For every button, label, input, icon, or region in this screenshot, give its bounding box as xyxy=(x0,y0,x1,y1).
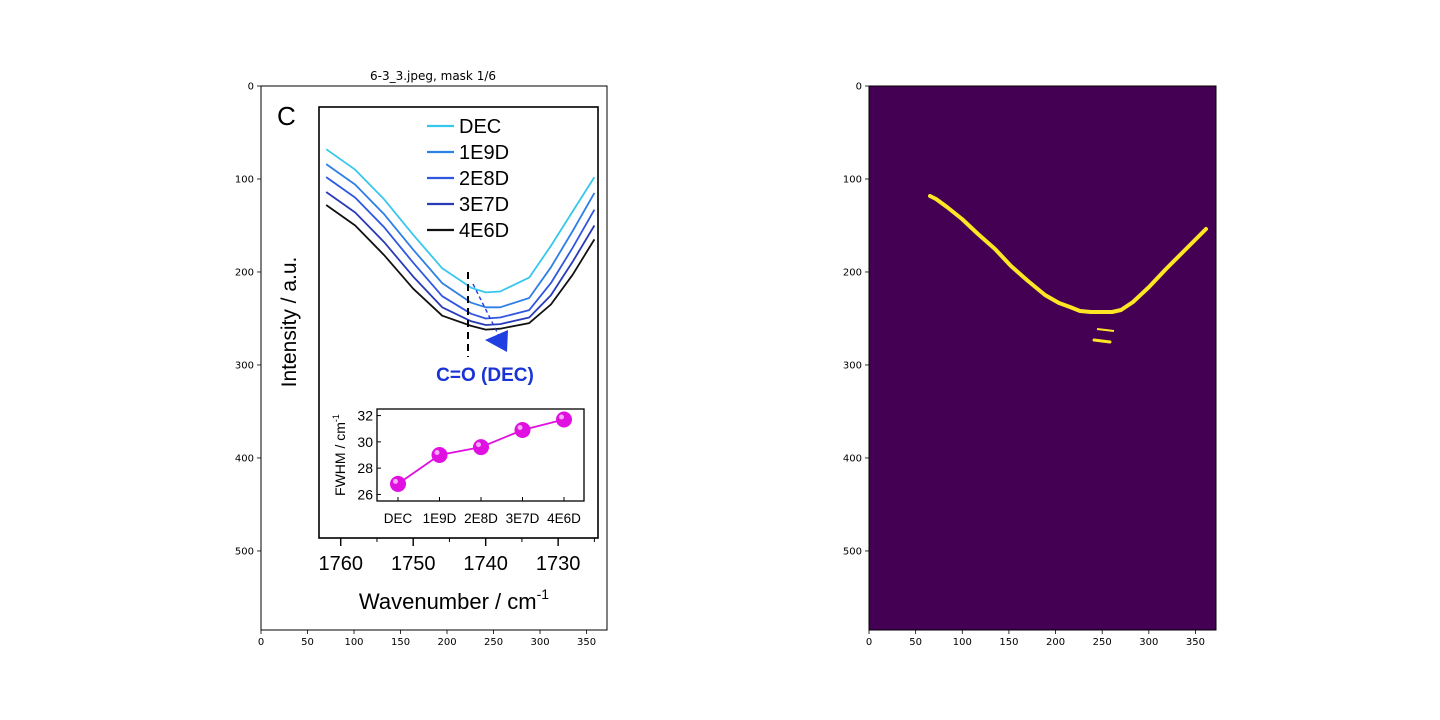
inset-xticks: DEC 1E9D 2E8D 3E7D 4E6D xyxy=(384,497,581,526)
left-ytick-label: 300 xyxy=(235,360,254,371)
inset-xtick-label: DEC xyxy=(384,511,413,526)
right-ytick-label: 500 xyxy=(843,546,862,557)
inset-point-highlight xyxy=(434,450,440,455)
series-line-2e8d xyxy=(325,176,596,320)
right-ytick-label: 0 xyxy=(856,82,862,93)
right-xtick-label: 250 xyxy=(1093,637,1112,648)
inset-ytick-label: 32 xyxy=(357,408,373,424)
left-ytick-label: 200 xyxy=(235,267,254,278)
left-xtick-label: 0 xyxy=(258,637,264,648)
left-xtick-label: 250 xyxy=(484,637,503,648)
inset-xtick-label: 3E7D xyxy=(506,511,540,526)
right-xtick-label: 100 xyxy=(953,637,972,648)
left-xtick-label: 100 xyxy=(344,637,363,648)
legend: DEC 1E9D 2E8D 3E7D 4E6D xyxy=(427,116,509,242)
right-xtick-label: 50 xyxy=(909,637,922,648)
series-line-3e7d xyxy=(325,191,596,326)
inset-series xyxy=(390,411,572,492)
inset-point xyxy=(431,447,448,463)
inset-xtick-label: 1E9D xyxy=(423,511,457,526)
left-xtick-label: 200 xyxy=(437,637,456,648)
right-xtick-label: 0 xyxy=(866,637,872,648)
inset-point xyxy=(390,475,406,492)
mask-curve-segment xyxy=(928,194,1208,314)
inset-point-highlight xyxy=(476,442,481,448)
right-xtick-label: 300 xyxy=(1139,637,1158,648)
inset-point-highlight xyxy=(559,414,564,420)
legend-label: 4E6D xyxy=(459,220,509,242)
left-panel: 6-3_3.jpeg, mask 1/6 C C=O (DEC) DEC 1E9D… xyxy=(235,69,608,649)
shift-arrow-head xyxy=(485,330,508,352)
panel-letter: C xyxy=(277,101,296,131)
main-plot-frame xyxy=(318,106,599,539)
inset-chart: 26 28 30 32 DEC 1E9D 2E8D 3E7D 4E6D FWHM / cm-1 xyxy=(331,408,585,526)
legend-label: 3E7D xyxy=(459,194,509,216)
mask-background xyxy=(869,86,1216,630)
mask-fragment-lower xyxy=(1092,338,1112,344)
legend-label: 1E9D xyxy=(459,142,509,164)
inset-ytick-label: 28 xyxy=(357,460,373,476)
right-ytick-label: 400 xyxy=(843,453,862,464)
main-xtick-label: 1730 xyxy=(536,553,581,575)
carbonyl-annotation: C=O (DEC) xyxy=(436,365,534,386)
left-axes-ticks: 0 50 100 150 200 250 300 350 0 100 200 300 400 500 xyxy=(235,82,596,649)
inset-point xyxy=(473,439,489,456)
inset-point xyxy=(556,411,572,428)
series-line-1e9d xyxy=(325,163,596,309)
right-axes-frame xyxy=(868,85,1217,631)
main-xlabel: Wavenumber / cm-1 xyxy=(359,586,549,614)
spectra-curves xyxy=(325,148,596,331)
inset-point-highlight xyxy=(393,478,398,484)
right-ytick-label: 100 xyxy=(843,174,862,185)
left-ytick-label: 100 xyxy=(235,174,254,185)
left-ytick-label: 0 xyxy=(248,82,254,93)
series-line-4e6d xyxy=(325,204,596,331)
left-xtick-label: 50 xyxy=(301,637,314,648)
source-image: C C=O (DEC) DEC 1E9D 2E8D 3E7D 4E6D Intensit… xyxy=(261,86,607,630)
left-xtick-label: 350 xyxy=(577,637,596,648)
right-xtick-label: 200 xyxy=(1046,637,1065,648)
inset-ytick-label: 26 xyxy=(357,486,373,502)
mask-fragment-upper xyxy=(1096,328,1115,332)
right-axes-ticks: 0 50 100 150 200 250 300 350 0 100 200 300 400 500 xyxy=(843,82,1205,649)
inset-yticks: 26 28 30 32 xyxy=(357,408,381,502)
main-ylabel: Intensity / a.u. xyxy=(278,257,301,388)
right-xtick-label: 350 xyxy=(1186,637,1205,648)
right-ytick-label: 200 xyxy=(843,267,862,278)
left-xtick-label: 150 xyxy=(391,637,410,648)
series-line-dec xyxy=(325,148,596,294)
right-xtick-label: 150 xyxy=(999,637,1018,648)
inset-point-highlight xyxy=(517,425,523,431)
mask-foreground xyxy=(928,194,1208,344)
shift-arrow-line xyxy=(472,283,501,339)
left-xtick-label: 300 xyxy=(530,637,549,648)
left-axes-frame xyxy=(260,85,608,631)
legend-label: 2E8D xyxy=(459,168,509,190)
inset-ytick-label: 30 xyxy=(357,434,373,450)
left-ytick-label: 500 xyxy=(235,546,254,557)
left-panel-title: 6-3_3.jpeg, mask 1/6 xyxy=(370,69,496,83)
left-ytick-label: 400 xyxy=(235,453,254,464)
main-xtick-label: 1750 xyxy=(391,553,436,575)
main-xtick-label: 1760 xyxy=(318,553,363,575)
right-panel: 0 50 100 150 200 250 300 350 0 100 200 300 400 500 xyxy=(843,82,1217,649)
inset-xtick-label: 2E8D xyxy=(464,511,498,526)
inset-xtick-label: 4E6D xyxy=(547,511,581,526)
main-xticks: 1760 1750 1740 1730 xyxy=(318,538,595,575)
inset-ylabel: FWHM / cm-1 xyxy=(331,414,348,496)
main-xtick-label: 1740 xyxy=(463,553,508,575)
inset-point xyxy=(514,422,531,439)
legend-label: DEC xyxy=(459,116,501,138)
image-background xyxy=(261,86,607,630)
right-ytick-label: 300 xyxy=(843,360,862,371)
